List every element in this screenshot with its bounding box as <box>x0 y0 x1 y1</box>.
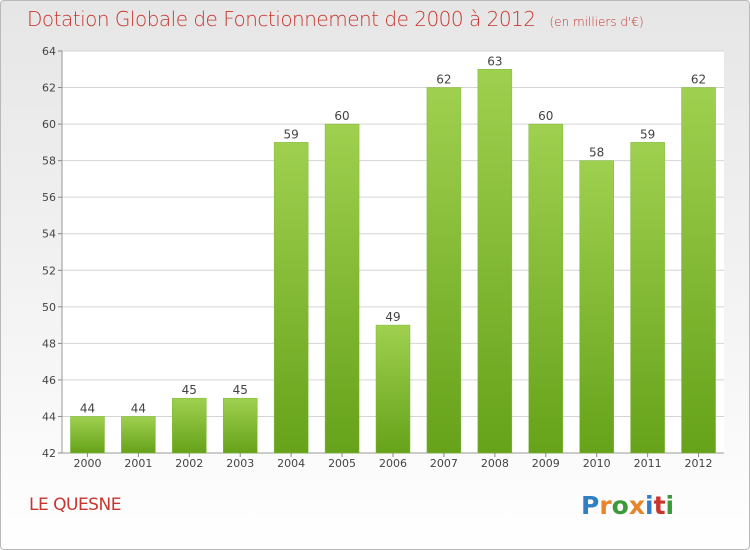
logo-letter: i <box>645 491 654 520</box>
x-tick-label: 2008 <box>481 457 509 470</box>
bar-value-label: 45 <box>233 383 248 397</box>
chart-subtitle: (en milliers d'€) <box>549 15 644 29</box>
y-tick-label: 54 <box>42 228 56 241</box>
logo-letter: x <box>628 491 645 520</box>
y-tick-label: 46 <box>42 374 56 387</box>
logo-letter: P <box>581 491 600 520</box>
bar <box>172 397 207 454</box>
x-tick-label: 2001 <box>124 457 152 470</box>
y-tick-label: 44 <box>42 410 56 423</box>
bar-value-label: 60 <box>334 109 349 123</box>
bar-value-label: 44 <box>80 401 95 415</box>
logo-letter: r <box>599 491 612 520</box>
bar <box>375 324 411 454</box>
commune-name: LE QUESNE <box>29 495 121 515</box>
y-tick-label: 58 <box>42 155 56 168</box>
x-tick-label: 2000 <box>73 457 101 470</box>
bar-value-label: 63 <box>487 54 502 68</box>
bar <box>579 160 614 454</box>
bar <box>324 123 360 454</box>
x-tick-label: 2003 <box>226 457 254 470</box>
y-tick-label: 42 <box>42 447 56 460</box>
bar-value-label: 45 <box>182 383 197 397</box>
bar-value-label: 62 <box>691 73 706 87</box>
logo-letter: o <box>611 491 629 520</box>
y-tick-label: 48 <box>42 337 56 350</box>
x-tick-label: 2010 <box>583 457 611 470</box>
bar-value-label: 59 <box>284 127 299 141</box>
x-tick-label: 2002 <box>175 457 203 470</box>
bar <box>222 397 258 454</box>
bar <box>630 142 665 454</box>
bar <box>273 142 309 454</box>
title-text: Dotation Globale de Fonctionnement de 20… <box>27 7 536 31</box>
y-tick-label: 56 <box>42 191 56 204</box>
y-tick-label: 50 <box>42 301 56 314</box>
logo-letter: t <box>653 491 666 520</box>
x-tick-label: 2005 <box>328 457 356 470</box>
x-tick-label: 2007 <box>430 457 458 470</box>
bar <box>70 416 105 454</box>
y-tick-label: 60 <box>42 118 56 131</box>
proxiti-logo: Proxiti <box>581 491 674 520</box>
chart-title: Dotation Globale de Fonctionnement de 20… <box>27 7 644 31</box>
bar-value-label: 60 <box>538 109 553 123</box>
x-tick-label: 2009 <box>532 457 560 470</box>
bar-value-label: 44 <box>131 401 146 415</box>
bar <box>426 87 462 454</box>
x-tick-label: 2011 <box>634 457 662 470</box>
y-tick-label: 52 <box>42 264 56 277</box>
bar-value-label: 58 <box>589 146 604 160</box>
bar <box>681 87 716 454</box>
bar-value-label: 59 <box>640 127 655 141</box>
bar <box>477 69 513 454</box>
y-tick-label: 62 <box>42 82 56 95</box>
logo-letter: i <box>665 491 675 520</box>
bar-value-label: 62 <box>436 73 451 87</box>
x-tick-label: 2012 <box>685 457 713 470</box>
x-tick-label: 2006 <box>379 457 407 470</box>
x-tick-label: 2004 <box>277 457 305 470</box>
bar <box>528 123 564 454</box>
bar-value-label: 49 <box>385 310 400 324</box>
bar <box>121 416 156 454</box>
y-tick-label: 64 <box>42 45 56 58</box>
